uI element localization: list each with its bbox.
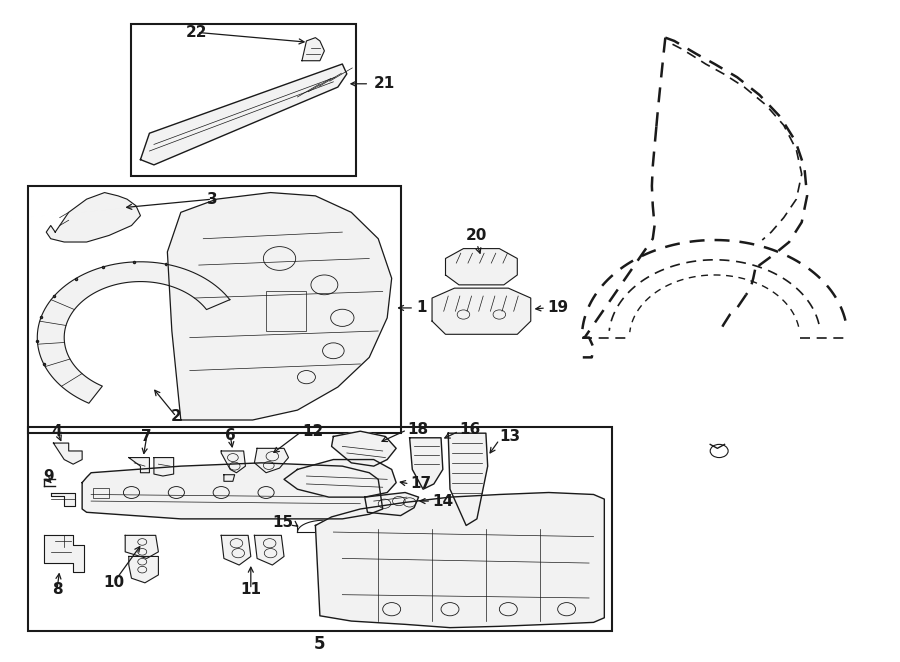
Text: 22: 22 — [186, 25, 208, 40]
Polygon shape — [221, 536, 251, 565]
Polygon shape — [46, 193, 140, 242]
Text: 10: 10 — [103, 575, 124, 591]
Polygon shape — [53, 443, 82, 464]
Polygon shape — [315, 493, 604, 628]
Text: 13: 13 — [500, 429, 520, 444]
Text: 4: 4 — [51, 424, 62, 439]
Text: 3: 3 — [207, 192, 218, 207]
Polygon shape — [302, 38, 324, 61]
Polygon shape — [125, 536, 158, 559]
Polygon shape — [255, 536, 284, 565]
Polygon shape — [224, 475, 235, 481]
Text: 19: 19 — [547, 301, 568, 315]
Polygon shape — [167, 193, 392, 420]
Polygon shape — [284, 459, 396, 497]
Bar — [266, 291, 306, 331]
Polygon shape — [331, 431, 396, 466]
Text: 2: 2 — [171, 409, 182, 424]
Text: 14: 14 — [432, 494, 454, 508]
Text: 21: 21 — [374, 76, 395, 91]
Text: 9: 9 — [43, 469, 54, 483]
Text: 17: 17 — [410, 477, 432, 491]
Polygon shape — [129, 457, 149, 473]
Polygon shape — [446, 249, 518, 285]
Polygon shape — [448, 433, 488, 526]
Text: 16: 16 — [459, 422, 481, 438]
Polygon shape — [432, 288, 531, 334]
Text: 7: 7 — [141, 429, 152, 444]
Text: 6: 6 — [225, 428, 236, 443]
Polygon shape — [364, 493, 418, 516]
Polygon shape — [410, 438, 443, 489]
Polygon shape — [37, 261, 230, 403]
Polygon shape — [50, 493, 75, 506]
Text: 20: 20 — [466, 228, 488, 243]
Polygon shape — [129, 557, 158, 583]
Polygon shape — [221, 451, 246, 473]
Polygon shape — [82, 463, 382, 519]
Polygon shape — [140, 64, 346, 165]
Text: 15: 15 — [272, 514, 293, 530]
Text: 11: 11 — [240, 582, 261, 597]
Polygon shape — [255, 448, 289, 473]
Text: 12: 12 — [302, 424, 323, 439]
Polygon shape — [154, 457, 174, 476]
Text: 18: 18 — [407, 422, 428, 438]
Polygon shape — [44, 536, 84, 571]
Text: 8: 8 — [51, 582, 62, 597]
Text: 5: 5 — [314, 635, 326, 653]
Bar — [93, 488, 109, 498]
Text: 1: 1 — [416, 301, 427, 315]
